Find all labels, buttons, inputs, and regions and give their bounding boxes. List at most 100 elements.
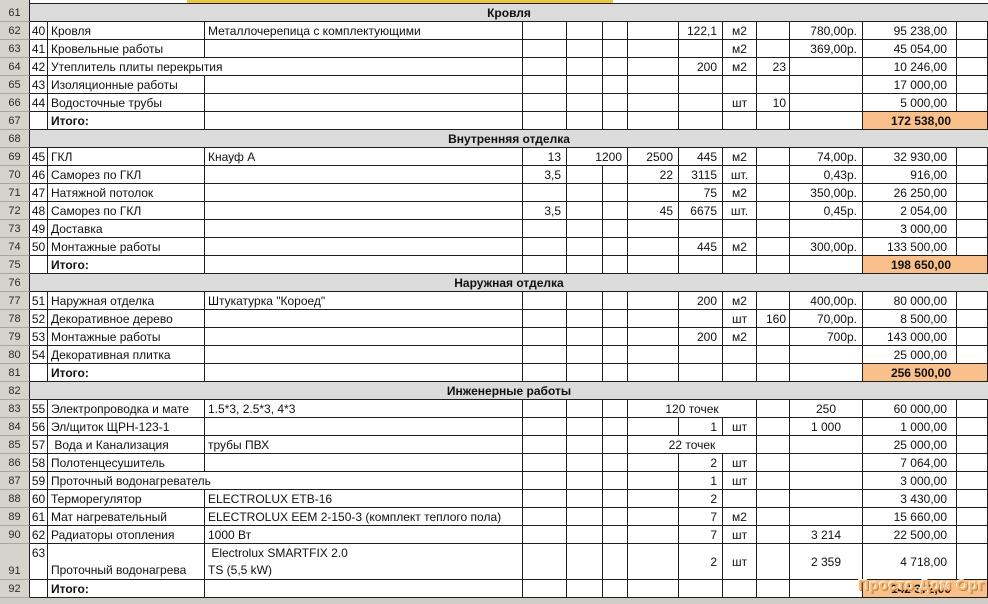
amount-cell[interactable]: 5 000,00 <box>863 94 957 112</box>
row-number[interactable]: 68 <box>0 130 30 148</box>
quantity-cell[interactable]: 75 <box>679 184 723 202</box>
empty-cell[interactable] <box>679 364 723 382</box>
amount-cell[interactable]: 15 660,00 <box>863 508 957 526</box>
edge-cell[interactable] <box>957 58 988 76</box>
edge-cell[interactable] <box>957 418 988 436</box>
item-desc[interactable] <box>205 454 523 472</box>
total-value[interactable]: 142 372,00 <box>863 580 988 598</box>
size-cell[interactable] <box>628 472 679 490</box>
unit-cell[interactable] <box>723 346 757 364</box>
quantity-cell[interactable]: 200 <box>679 328 723 346</box>
quantity2-cell[interactable] <box>757 508 790 526</box>
item-number[interactable]: 60 <box>30 490 48 508</box>
total-label[interactable]: Итого: <box>48 256 205 274</box>
item-number[interactable]: 42 <box>30 58 48 76</box>
quantity-cell[interactable]: 2 <box>679 454 723 472</box>
empty-cell[interactable] <box>679 112 723 130</box>
quantity2-cell[interactable] <box>757 238 790 256</box>
item-desc[interactable]: Штукатурка "Короед" <box>205 292 523 310</box>
quantity-cell[interactable]: 2 <box>679 544 723 580</box>
amount-cell[interactable]: 22 500,00 <box>863 526 957 544</box>
item-number[interactable]: 63 <box>30 544 48 580</box>
edge-cell[interactable] <box>957 472 988 490</box>
height-cell[interactable] <box>603 184 628 202</box>
width-cell[interactable] <box>567 292 603 310</box>
empty-cell[interactable] <box>567 256 603 274</box>
item-desc[interactable]: трубы ПВХ <box>205 436 523 454</box>
item-name[interactable]: Натяжной потолок <box>48 184 205 202</box>
width-cell[interactable] <box>567 454 603 472</box>
height-cell[interactable] <box>603 166 628 184</box>
quantity-cell[interactable]: 6675 <box>679 202 723 220</box>
item-desc[interactable] <box>205 346 523 364</box>
thickness-cell[interactable] <box>523 526 567 544</box>
amount-cell[interactable]: 80 000,00 <box>863 292 957 310</box>
item-number[interactable]: 43 <box>30 76 48 94</box>
amount-cell[interactable]: 95 238,00 <box>863 22 957 40</box>
width-cell[interactable] <box>567 544 603 580</box>
quantity2-cell[interactable] <box>757 220 790 238</box>
thickness-cell[interactable] <box>523 76 567 94</box>
size-cell[interactable] <box>628 454 679 472</box>
price-cell[interactable] <box>790 76 863 94</box>
item-number[interactable]: 59 <box>30 472 48 490</box>
price-cell[interactable] <box>790 490 863 508</box>
item-number[interactable]: 61 <box>30 508 48 526</box>
quantity2-cell[interactable] <box>757 202 790 220</box>
amount-cell[interactable]: 1 000,00 <box>863 418 957 436</box>
item-number[interactable]: 56 <box>30 418 48 436</box>
empty-cell[interactable] <box>757 256 790 274</box>
quantity2-cell[interactable] <box>757 166 790 184</box>
item-number[interactable]: 44 <box>30 94 48 112</box>
size-cell[interactable] <box>628 508 679 526</box>
thickness-cell[interactable] <box>523 22 567 40</box>
quantity-cell[interactable]: 7 <box>679 508 723 526</box>
row-number[interactable]: 73 <box>0 220 30 238</box>
edge-cell[interactable] <box>957 184 988 202</box>
size-cell[interactable] <box>628 490 679 508</box>
width-cell[interactable] <box>567 184 603 202</box>
height-cell[interactable] <box>603 76 628 94</box>
price-cell[interactable]: 400,00р. <box>790 292 863 310</box>
empty-cell[interactable] <box>567 364 603 382</box>
quantity-cell[interactable]: 3115 <box>679 166 723 184</box>
width-cell[interactable] <box>567 436 603 454</box>
quantity2-cell[interactable] <box>757 526 790 544</box>
width-cell[interactable] <box>567 220 603 238</box>
price-cell[interactable] <box>790 220 863 238</box>
empty-cell[interactable] <box>723 256 757 274</box>
unit-cell[interactable] <box>723 76 757 94</box>
item-desc[interactable]: ELECTROLUX EEM 2-150-3 (комплект теплого… <box>205 508 523 526</box>
empty-cell[interactable] <box>523 580 567 598</box>
item-number[interactable]: 45 <box>30 148 48 166</box>
width-cell[interactable] <box>567 238 603 256</box>
row-number[interactable]: 82 <box>0 382 30 400</box>
height-cell[interactable] <box>603 346 628 364</box>
unit-cell[interactable]: м2 <box>723 184 757 202</box>
thickness-cell[interactable] <box>523 94 567 112</box>
item-desc[interactable] <box>205 220 523 238</box>
height-cell[interactable] <box>603 94 628 112</box>
total-value[interactable]: 172 538,00 <box>863 112 988 130</box>
item-name[interactable]: Декоративная плитка <box>48 346 205 364</box>
amount-cell[interactable]: 3 430,00 <box>863 490 957 508</box>
unit-cell[interactable]: м2 <box>723 22 757 40</box>
empty-cell[interactable] <box>757 580 790 598</box>
size-cell[interactable] <box>628 22 679 40</box>
row-number[interactable]: 80 <box>0 346 30 364</box>
empty-cell[interactable] <box>628 112 679 130</box>
unit-cell[interactable] <box>723 220 757 238</box>
total-value[interactable]: 256 500,00 <box>863 364 988 382</box>
edge-cell[interactable] <box>957 148 988 166</box>
item-number[interactable]: 54 <box>30 346 48 364</box>
quantity2-cell[interactable] <box>757 490 790 508</box>
row-number[interactable]: 78 <box>0 310 30 328</box>
thickness-cell[interactable] <box>523 490 567 508</box>
edge-cell[interactable] <box>957 76 988 94</box>
item-desc[interactable]: Кнауф А <box>205 148 523 166</box>
edge-cell[interactable] <box>957 202 988 220</box>
price-cell[interactable] <box>790 508 863 526</box>
total-label[interactable]: Итого: <box>48 112 205 130</box>
unit-cell[interactable]: м2 <box>723 508 757 526</box>
size-cell[interactable]: 2500 <box>628 148 679 166</box>
